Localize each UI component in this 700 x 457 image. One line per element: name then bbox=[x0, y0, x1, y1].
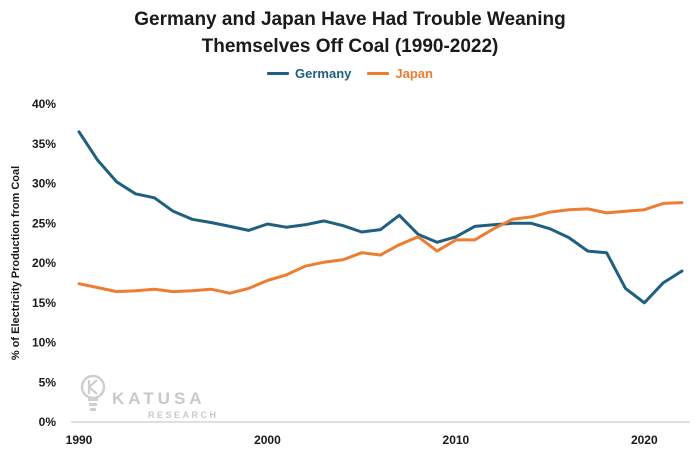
legend-item-japan: Japan bbox=[367, 66, 433, 81]
y-tick-label: 25% bbox=[32, 216, 56, 230]
x-tick-label: 2000 bbox=[254, 433, 281, 447]
lightbulb-k-icon bbox=[80, 374, 106, 411]
x-tick-label: 2020 bbox=[631, 433, 658, 447]
y-tick-label: 35% bbox=[32, 137, 56, 151]
chart-title-line-2: Themselves Off Coal (1990-2022) bbox=[201, 36, 499, 57]
y-axis: 0% 5% 10% 15% 20% 25% 30% 35% 40% bbox=[32, 97, 56, 429]
legend-label-japan: Japan bbox=[395, 66, 433, 81]
y-tick-label: 15% bbox=[32, 296, 56, 310]
watermark-sub: RESEARCH bbox=[148, 410, 219, 420]
x-tick-label: 2010 bbox=[443, 433, 470, 447]
y-axis-title: % of Electricity Production from Coal bbox=[10, 166, 22, 360]
watermark: KATUSA RESEARCH bbox=[80, 374, 219, 420]
series-line-germany bbox=[77, 130, 684, 305]
watermark-brand: KATUSA bbox=[112, 389, 206, 408]
y-tick-label: 5% bbox=[39, 375, 57, 389]
chart-title: Germany and Japan Have Had Trouble Weani… bbox=[0, 6, 700, 60]
y-tick-label: 20% bbox=[32, 256, 56, 270]
y-tick-label: 40% bbox=[32, 97, 56, 111]
y-tick-label: 30% bbox=[32, 177, 56, 191]
series-layer bbox=[77, 130, 684, 305]
series-line-japan bbox=[77, 201, 684, 295]
legend-label-germany: Germany bbox=[295, 66, 352, 81]
legend-item-germany: Germany bbox=[267, 66, 351, 81]
y-tick-label: 10% bbox=[32, 336, 56, 350]
x-tick-label: 1990 bbox=[66, 433, 93, 447]
legend-swatch-germany bbox=[267, 72, 290, 75]
legend-swatch-japan bbox=[367, 72, 390, 75]
legend: Germany Japan bbox=[0, 66, 700, 81]
x-axis: 1990 2000 2010 2020 bbox=[66, 421, 690, 447]
y-tick-label: 0% bbox=[39, 415, 57, 429]
chart-title-line-1: Germany and Japan Have Had Trouble Weani… bbox=[134, 9, 566, 30]
